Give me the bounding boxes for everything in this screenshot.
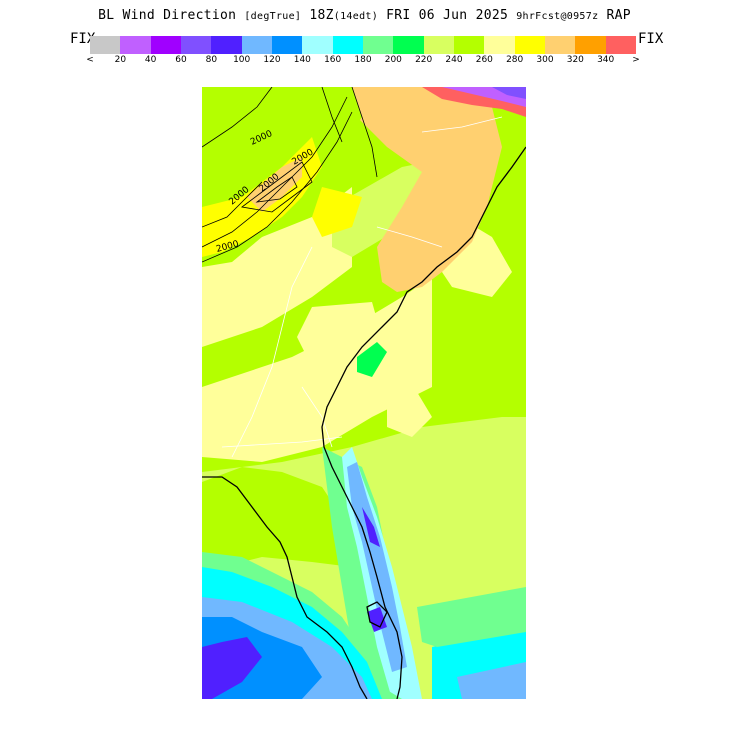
lake-okeechobee — [366, 601, 388, 628]
color-swatch — [332, 36, 363, 54]
scale-tick-label: 160 — [324, 55, 342, 65]
light-blue-zone — [457, 662, 526, 699]
contour-line — [255, 176, 298, 203]
title-forecast: 9hrFcst@0957z — [516, 11, 599, 22]
contour-line — [202, 96, 348, 248]
color-swatch — [453, 36, 485, 54]
fix-label-left: FIX — [70, 31, 96, 47]
pale-yellow-zone — [202, 187, 352, 347]
purple-zone — [492, 87, 526, 99]
color-swatch — [90, 36, 121, 54]
color-swatch — [575, 36, 606, 54]
scale-tick-label: 40 — [144, 55, 157, 65]
color-swatch — [544, 36, 576, 54]
wind-direction-map: 2000 2000 2000 2000 2000 — [202, 87, 526, 699]
scale-tick-label: 200 — [384, 55, 402, 65]
contour-line — [351, 87, 378, 178]
mint-zone — [417, 587, 526, 647]
scale-tick-label: > — [632, 55, 640, 65]
contour-line — [202, 87, 273, 148]
coastline — [202, 146, 526, 699]
scale-tick-label: 220 — [415, 55, 433, 65]
scale-tick-label: 240 — [445, 55, 463, 65]
color-swatch — [423, 36, 454, 54]
color-swatch — [271, 36, 303, 54]
scale-tick-label: 140 — [293, 55, 311, 65]
title-product: BL Wind Direction — [98, 8, 237, 23]
green-zone — [202, 467, 352, 567]
color-swatch — [393, 36, 424, 54]
violet-spot — [367, 607, 387, 632]
scale-tick-label: 80 — [205, 55, 218, 65]
pale-yellow-zone — [387, 392, 432, 437]
scale-tick-label: 180 — [354, 55, 372, 65]
scale-tick-label: 100 — [233, 55, 251, 65]
title-units: [degTrue] — [244, 11, 302, 22]
color-swatch — [241, 36, 272, 54]
gulf-coastline — [202, 476, 368, 699]
contour-line — [202, 181, 263, 228]
title-valid-time: 18Z — [309, 8, 334, 23]
color-swatch — [302, 36, 333, 54]
color-swatch — [605, 36, 636, 54]
state-line — [376, 226, 443, 248]
state-line — [421, 116, 503, 133]
scale-tick-label: 60 — [175, 55, 187, 65]
title-model: RAP — [606, 8, 631, 23]
state-boundaries — [221, 116, 503, 458]
color-swatch — [514, 36, 545, 54]
title-date: FRI 06 Jun 2025 — [386, 8, 509, 23]
atlantic-coastline — [321, 146, 526, 699]
state-line — [231, 246, 313, 458]
color-swatch — [362, 36, 394, 54]
color-scale-ticks: <20 40 60 80 100 120 140 160 180 200 220 240 260 280 3… — [86, 55, 640, 67]
chart-title: BL Wind Direction [degTrue] 18Z(14edt) F… — [0, 8, 729, 23]
contour-line — [321, 87, 343, 143]
scale-tick-label: 340 — [597, 55, 615, 65]
orange-zone — [342, 87, 502, 292]
state-line — [301, 386, 333, 448]
title-local-time: (14edt) — [333, 11, 379, 22]
scale-tick-label: < — [86, 55, 94, 65]
state-line — [221, 436, 343, 448]
contour-line — [202, 111, 353, 263]
color-swatch — [180, 36, 212, 54]
contour-line — [241, 161, 313, 213]
scale-tick-label: 280 — [506, 55, 524, 65]
scale-tick-label: 300 — [536, 55, 554, 65]
fix-label-right: FIX — [638, 31, 664, 47]
orange-zone — [247, 157, 302, 212]
scale-tick-label: 260 — [475, 55, 493, 65]
light-blue-zone — [347, 462, 407, 672]
color-scale — [90, 36, 636, 54]
scale-tick-label: 120 — [263, 55, 281, 65]
scale-tick-label: 320 — [566, 55, 584, 65]
color-swatch — [150, 36, 181, 54]
color-swatch — [484, 36, 515, 54]
violet-spot — [362, 507, 380, 547]
scale-tick-label: 20 — [114, 55, 127, 65]
terrain-contours — [202, 87, 378, 263]
violet-zone — [202, 637, 262, 699]
green-strip — [357, 342, 387, 377]
color-swatch — [211, 36, 242, 54]
color-swatch — [120, 36, 151, 54]
yellow-zone — [312, 187, 362, 237]
